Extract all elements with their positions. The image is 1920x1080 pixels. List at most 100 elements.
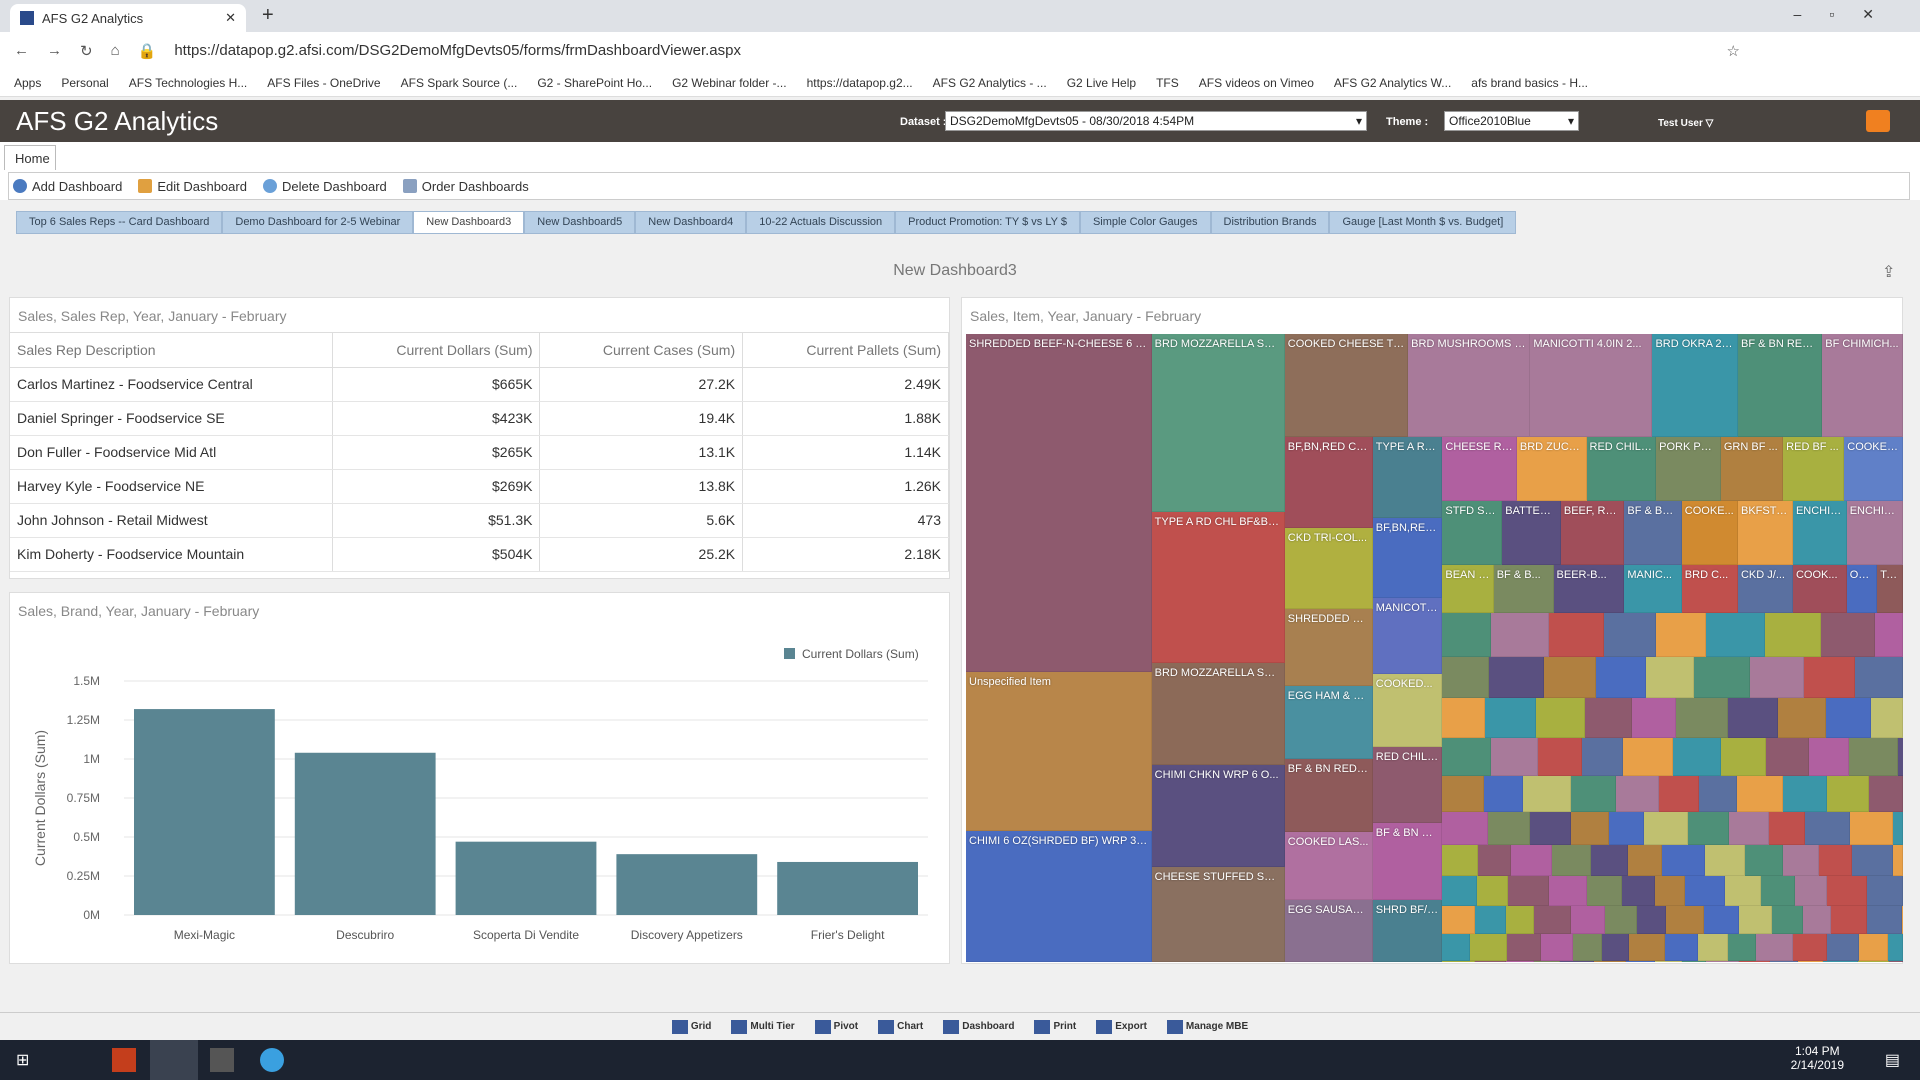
treemap-tile[interactable] [1510, 844, 1553, 877]
treemap-tile[interactable]: MANICOTTI 4.0IN 2... [1530, 334, 1653, 437]
treemap-tile[interactable]: ORIG... [1846, 564, 1878, 613]
treemap-tile[interactable] [1857, 960, 1890, 962]
star-icon[interactable]: ☆ [1726, 42, 1740, 60]
table-row[interactable]: Kim Doherty - Foodservice Mountain $504K 2… [10, 537, 949, 572]
treemap-tile[interactable]: BF,BN,RED CH... [1284, 436, 1373, 529]
treemap-tile[interactable] [1739, 960, 1770, 962]
treemap-tile[interactable]: BF & BN RED... [1737, 334, 1823, 437]
treemap-tile[interactable] [1827, 876, 1868, 906]
window-controls[interactable]: –▫✕ [1793, 6, 1902, 22]
treemap-tile[interactable] [1570, 905, 1605, 934]
treemap-tile[interactable] [1591, 844, 1629, 877]
treemap-tile[interactable] [1889, 960, 1903, 962]
treemap-tile[interactable]: CHEESE STUFFED SHEL... [1151, 866, 1285, 962]
new-tab-icon[interactable]: + [262, 4, 274, 26]
dashboard-tab[interactable]: Demo Dashboard for 2-5 Webinar [222, 211, 414, 234]
treemap-tile[interactable]: COOKED... [1844, 436, 1903, 502]
bookmark[interactable]: G2 - SharePoint Ho... [537, 75, 653, 90]
treemap-tile[interactable]: BKFST B... [1737, 501, 1793, 565]
treemap-tile[interactable] [1706, 960, 1740, 962]
treemap-tile[interactable] [1470, 933, 1508, 961]
bookmark[interactable]: AFS G2 Analytics - ... [932, 75, 1047, 90]
bookmark[interactable]: AFS G2 Analytics W... [1333, 75, 1452, 90]
tab-home[interactable]: Home [4, 145, 56, 170]
treemap-tile[interactable] [1523, 776, 1571, 812]
bookmark[interactable]: G2 Live Help [1066, 75, 1137, 90]
column-header[interactable]: Current Cases (Sum) [539, 333, 744, 368]
treemap-tile[interactable] [1728, 933, 1757, 961]
treemap-tile[interactable]: GRN BF ... [1720, 436, 1784, 502]
treemap-tile[interactable] [1901, 905, 1903, 934]
treemap-tile[interactable] [1855, 656, 1903, 699]
table-row[interactable]: Don Fuller - Foodservice Mid Atl $265K 13.… [10, 435, 949, 470]
treemap-tile[interactable] [1851, 844, 1894, 877]
treemap-tile[interactable] [1442, 844, 1478, 877]
treemap-tile[interactable] [1507, 933, 1542, 961]
dashboard-tab[interactable]: Top 6 Sales Reps -- Card Dashboard [16, 211, 223, 234]
treemap-tile[interactable] [1621, 876, 1655, 906]
treemap-tile[interactable]: ENCHIL... [1792, 501, 1847, 565]
toolbar-button[interactable]: Grid [671, 1019, 711, 1034]
treemap-tile[interactable]: BRD MUSHROOMS 6... [1408, 334, 1531, 437]
treemap-tile[interactable] [1636, 905, 1666, 934]
treemap-tile[interactable] [1536, 698, 1586, 739]
treemap-tile[interactable] [1827, 776, 1869, 812]
table-row[interactable]: Harvey Kyle - Foodservice NE $269K 13.8K 1.… [10, 469, 949, 504]
treemap-tile[interactable] [1442, 656, 1489, 699]
treemap-tile[interactable] [1893, 844, 1903, 877]
treemap-tile[interactable] [1658, 776, 1699, 812]
treemap-tile[interactable] [1548, 876, 1587, 906]
treemap-tile[interactable] [1724, 876, 1762, 906]
bookmark[interactable]: AFS Spark Source (... [400, 75, 518, 90]
treemap-tile[interactable] [1442, 738, 1492, 777]
treemap-tile[interactable] [1596, 656, 1647, 699]
treemap-tile[interactable] [1491, 612, 1549, 657]
treemap-tile[interactable] [1685, 876, 1725, 906]
treemap-tile[interactable] [1825, 698, 1872, 739]
treemap-tile[interactable] [1783, 776, 1828, 812]
powerpoint-icon[interactable] [112, 1048, 136, 1072]
dashboard-tab[interactable]: New Dashboard5 [524, 211, 636, 234]
treemap-tile[interactable] [1768, 811, 1806, 845]
treemap-tile[interactable] [1533, 960, 1560, 962]
treemap-tile[interactable] [1487, 811, 1531, 845]
treemap-tile[interactable] [1703, 905, 1740, 934]
treemap-tile[interactable]: BATTERE... [1502, 501, 1561, 565]
logout-icon[interactable] [1866, 110, 1890, 132]
treemap-tile[interactable] [1505, 905, 1534, 934]
treemap-tile[interactable]: TAQUI... [1877, 564, 1903, 613]
treemap-tile[interactable] [1662, 844, 1705, 877]
treemap-tile[interactable] [1823, 960, 1858, 962]
treemap-tile[interactable] [1792, 933, 1828, 961]
treemap-tile[interactable] [1805, 811, 1851, 845]
treemap-tile[interactable] [1772, 905, 1803, 934]
treemap-tile[interactable] [1675, 698, 1729, 739]
toolbar-button[interactable]: Chart [878, 1019, 923, 1034]
treemap-tile[interactable] [1729, 811, 1769, 845]
table-row[interactable]: John Johnson - Retail Midwest $51.3K 5.6K 4… [10, 503, 949, 538]
treemap-tile[interactable]: BF & BN RED ... [1284, 759, 1373, 833]
bookmark[interactable]: TFS [1156, 75, 1179, 90]
treemap-tile[interactable] [1442, 811, 1488, 845]
treemap-tile[interactable]: COOKE... [1681, 501, 1738, 565]
treemap-tile[interactable] [1898, 738, 1903, 777]
bookmark[interactable]: AFS Technologies H... [128, 75, 248, 90]
column-header[interactable]: Current Pallets (Sum) [742, 333, 949, 368]
column-header[interactable]: Sales Rep Description [10, 333, 333, 368]
treemap-tile[interactable]: RED BF ... [1783, 436, 1845, 502]
treemap-tile[interactable] [1736, 776, 1784, 812]
treemap-tile[interactable]: BRD C... [1681, 564, 1738, 613]
treemap-tile[interactable] [1505, 960, 1534, 962]
dashboard-tab[interactable]: Simple Color Gauges [1079, 211, 1211, 234]
treemap-tile[interactable] [1756, 933, 1793, 961]
dashboard-tab[interactable]: New Dashboard4 [635, 211, 747, 234]
treemap-tile[interactable]: CHIMI CHKN WRP 6 O... [1151, 765, 1285, 867]
treemap-tile[interactable] [1728, 698, 1779, 739]
edit-dashboard-button[interactable]: Edit Dashboard [138, 179, 247, 194]
treemap-tile[interactable] [1593, 960, 1626, 962]
treemap-tile[interactable] [1769, 960, 1798, 962]
treemap-tile[interactable] [1625, 960, 1655, 962]
add-dashboard-button[interactable]: Add Dashboard [13, 179, 122, 194]
treemap-tile[interactable]: MANICOTT... [1372, 597, 1443, 674]
treemap-tile[interactable] [1795, 876, 1828, 906]
